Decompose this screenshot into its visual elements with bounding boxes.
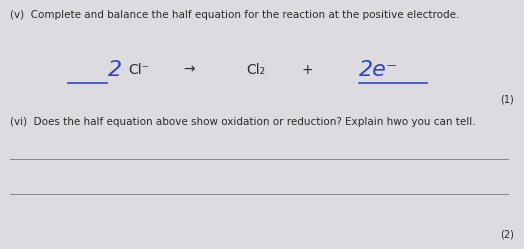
Text: +: + [301, 63, 313, 77]
Text: Cl⁻: Cl⁻ [128, 63, 149, 77]
Text: 2e⁻: 2e⁻ [359, 60, 399, 80]
Text: (v)  Complete and balance the half equation for the reaction at the positive ele: (v) Complete and balance the half equati… [10, 10, 460, 20]
Text: →: → [183, 63, 195, 77]
Text: Cl₂: Cl₂ [246, 63, 265, 77]
Text: (1): (1) [500, 95, 514, 105]
Text: (vi)  Does the half equation above show oxidation or reduction? Explain hwo you : (vi) Does the half equation above show o… [10, 117, 476, 127]
Text: (2): (2) [500, 229, 514, 239]
Text: 2: 2 [107, 60, 122, 80]
